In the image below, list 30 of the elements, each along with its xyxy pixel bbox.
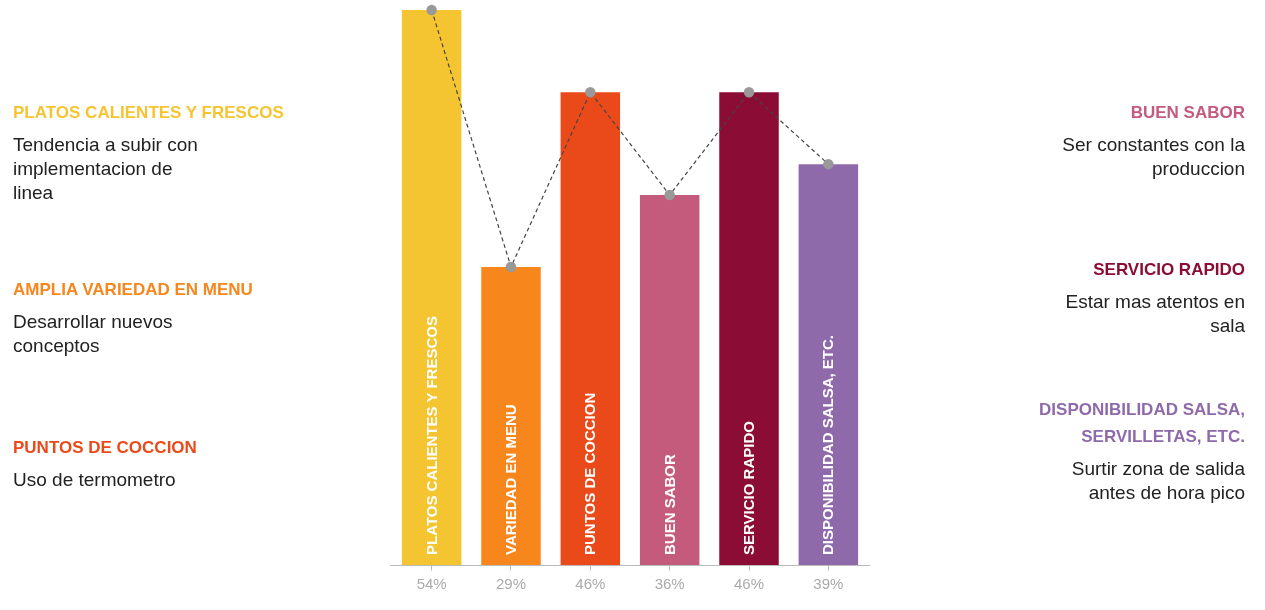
- x-tick-label: BUEN SABOR: [660, 453, 678, 555]
- text: SERVICIO RAPIDO: [1093, 260, 1245, 279]
- text: Ser constantes con la produccion: [1062, 134, 1246, 179]
- text: Tendencia a subir con implementacion de linea: [13, 134, 198, 203]
- text: Estar mas atentos en sala: [1065, 291, 1246, 336]
- data-label: 46%: [733, 575, 765, 592]
- data-label: 36%: [654, 575, 685, 592]
- x-tick-label: DISPONIBILIDAD SALSA, ETC.: [819, 334, 837, 555]
- data-label: 29%: [495, 575, 527, 592]
- bar: [798, 164, 859, 565]
- text: AMPLIA VARIEDAD EN MENU: [13, 280, 253, 299]
- text: Desarrollar nuevos conceptos: [13, 311, 173, 356]
- bar: [560, 92, 621, 565]
- text: Uso de termometro: [13, 469, 176, 490]
- data-label: 39%: [813, 575, 844, 592]
- text: BUEN SABOR: [1130, 103, 1245, 122]
- x-tick-label: SERVICIO RAPIDO: [740, 420, 758, 555]
- data-label: 46%: [575, 575, 606, 592]
- text: DISPONIBILIDAD SALSA, SERVILLETAS, ETC.: [1039, 400, 1245, 446]
- x-tick-label: VARIEDAD EN MENU: [501, 404, 519, 555]
- data-label: 54%: [416, 575, 447, 592]
- x-tick-label: PUNTOS DE COCCION: [581, 392, 599, 555]
- bar: [639, 195, 700, 565]
- text: PLATOS CALIENTES Y FRESCOS: [13, 103, 284, 122]
- text: PUNTOS DE COCCION: [13, 438, 197, 457]
- bar: [481, 266, 541, 565]
- bar: [719, 92, 779, 565]
- x-tick-label: PLATOS CALIENTES Y FRESCOS: [422, 316, 440, 555]
- bar: [401, 10, 462, 565]
- text: Surtir zona de salida antes de hora pico: [1071, 458, 1246, 503]
